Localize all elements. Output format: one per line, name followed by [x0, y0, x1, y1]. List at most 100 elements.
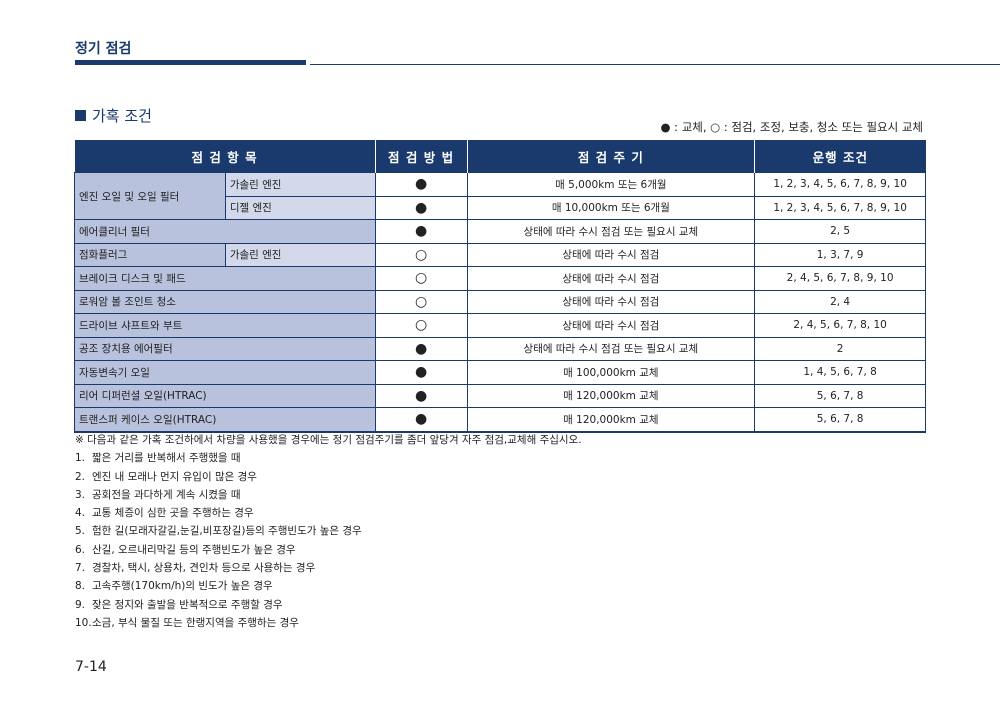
- list-item-number: 4.: [75, 507, 86, 520]
- square-bullet-icon: [75, 110, 86, 121]
- header-interval: 점 검 주 기: [467, 140, 756, 173]
- list-item-number: 6.: [75, 543, 86, 556]
- row-conditions: 2, 4, 5, 6, 7, 8, 10: [754, 313, 926, 338]
- row-sub-item: 디젤 엔진: [224, 195, 376, 220]
- row-method: ●: [374, 219, 468, 244]
- row-interval: 매 5,000km 또는 6개월: [466, 172, 756, 197]
- list-item-text: 산길, 오르내리막길 등의 주행빈도가 높은 경우: [92, 543, 296, 556]
- row-item: 자동변속기 오일: [74, 360, 376, 385]
- row-method: ●: [374, 172, 468, 197]
- table-header-row: 점 검 항 목 점 검 방 법 점 검 주 기 운행 조건: [74, 140, 926, 173]
- row-conditions: 2: [754, 336, 926, 361]
- section-heading: 가혹 조건: [75, 105, 152, 126]
- row-item: 드라이브 샤프트와 부트: [74, 313, 376, 338]
- row-sub-item: 가솔린 엔진: [224, 172, 376, 197]
- list-item-number: 9.: [75, 598, 86, 611]
- row-method: ○: [374, 266, 468, 291]
- table-legend: ● : 교체, ○ : 점검, 조정, 보충, 청소 또는 필요시 교체: [660, 120, 923, 134]
- header-rule-thick: [75, 60, 306, 65]
- list-item-number: 5.: [75, 525, 86, 538]
- row-method: ○: [374, 313, 468, 338]
- row-interval: 상태에 따라 수시 점검: [466, 289, 756, 314]
- row-method: ●: [374, 195, 468, 220]
- list-item-text: 잦은 정지와 출발을 반복적으로 주행할 경우: [92, 598, 283, 611]
- list-item-number: 7.: [75, 562, 86, 575]
- row-interval: 상태에 따라 수시 점검: [466, 242, 756, 267]
- row-method: ●: [374, 360, 468, 385]
- row-conditions: 2, 4, 5, 6, 7, 8, 9, 10: [754, 266, 926, 291]
- row-interval: 매 120,000km 교체: [466, 383, 756, 408]
- table-row: 자동변속기 오일 ● 매 100,000km 교체 1, 4, 5, 6, 7,…: [74, 360, 926, 385]
- list-item: 9. 잦은 정지와 출발을 반복적으로 주행할 경우: [75, 596, 582, 614]
- row-conditions: 1, 3, 7, 9: [754, 242, 926, 267]
- row-interval: 매 120,000km 교체: [466, 407, 756, 433]
- list-item-number: 10.: [75, 616, 92, 629]
- row-conditions: 5, 6, 7, 8: [754, 383, 926, 408]
- row-interval: 상태에 따라 수시 점검: [466, 266, 756, 291]
- row-method: ●: [374, 407, 468, 433]
- list-item-text: 소금, 부식 물질 또는 한랭지역을 주행하는 경우: [92, 616, 299, 629]
- list-item-number: 8.: [75, 580, 86, 593]
- header-rule-thin: [310, 64, 1000, 65]
- list-item: 7. 경찰차, 택시, 상용차, 견인차 등으로 사용하는 경우: [75, 559, 582, 577]
- row-conditions: 1, 2, 3, 4, 5, 6, 7, 8, 9, 10: [754, 172, 926, 197]
- list-item: 4. 교통 체증이 심한 곳을 주행하는 경우: [75, 504, 582, 522]
- list-item-text: 엔진 내 모래나 먼지 유입이 많은 경우: [92, 470, 257, 483]
- table-row: 공조 장치용 에어필터 ● 상태에 따라 수시 점검 또는 필요시 교체 2: [74, 336, 926, 361]
- list-item-text: 험한 길(모래자갈길,눈길,비포장길)등의 주행빈도가 높은 경우: [92, 525, 362, 538]
- notes-section: ※ 다음과 같은 가혹 조건하에서 차량을 사용했을 경우에는 정기 점검주기를…: [75, 431, 582, 632]
- list-item: 1. 짧은 거리를 반복해서 주행했을 때: [75, 449, 582, 467]
- row-item: 리어 디퍼런셜 오일(HTRAC): [74, 383, 376, 408]
- table-row: 드라이브 샤프트와 부트 ○ 상태에 따라 수시 점검 2, 4, 5, 6, …: [74, 313, 926, 338]
- list-item: 2. 엔진 내 모래나 먼지 유입이 많은 경우: [75, 468, 582, 486]
- header-item: 점 검 항 목: [74, 140, 376, 173]
- list-item: 6. 산길, 오르내리막길 등의 주행빈도가 높은 경우: [75, 541, 582, 559]
- row-method: ○: [374, 242, 468, 267]
- row-item: 로워암 볼 조인트 청소: [74, 289, 376, 314]
- row-interval: 상태에 따라 수시 점검 또는 필요시 교체: [466, 336, 756, 361]
- list-item-number: 2.: [75, 470, 86, 483]
- list-item-number: 1.: [75, 452, 86, 465]
- list-item-number: 3.: [75, 488, 86, 501]
- list-item: 3. 공회전을 과다하게 계속 시켰을 때: [75, 486, 582, 504]
- row-conditions: 1, 4, 5, 6, 7, 8: [754, 360, 926, 385]
- row-interval: 매 10,000km 또는 6개월: [466, 195, 756, 220]
- table-row: 점화플러그 가솔린 엔진 ○ 상태에 따라 수시 점검 1, 3, 7, 9: [74, 242, 926, 267]
- section-title: 가혹 조건: [92, 107, 152, 125]
- header-conditions: 운행 조건: [754, 140, 926, 173]
- row-interval: 매 100,000km 교체: [466, 360, 756, 385]
- list-item: 8. 고속주행(170km/h)의 빈도가 높은 경우: [75, 577, 582, 595]
- table-row: 브레이크 디스크 및 패드 ○ 상태에 따라 수시 점검 2, 4, 5, 6,…: [74, 266, 926, 291]
- table-row: 로워암 볼 조인트 청소 ○ 상태에 따라 수시 점검 2, 4: [74, 289, 926, 314]
- table-row: 디젤 엔진 ● 매 10,000km 또는 6개월 1, 2, 3, 4, 5,…: [75, 195, 926, 220]
- table-row: 트랜스퍼 케이스 오일(HTRAC) ● 매 120,000km 교체 5, 6…: [74, 407, 926, 433]
- row-interval: 상태에 따라 수시 점검 또는 필요시 교체: [466, 219, 756, 244]
- row-item: 엔진 오일 및 오일 필터: [74, 172, 226, 220]
- row-sub-item: 가솔린 엔진: [224, 242, 376, 267]
- condition-list: 1. 짧은 거리를 반복해서 주행했을 때 2. 엔진 내 모래나 먼지 유입이 많…: [75, 449, 582, 632]
- list-item: 5. 험한 길(모래자갈길,눈길,비포장길)등의 주행빈도가 높은 경우: [75, 522, 582, 540]
- list-item-text: 고속주행(170km/h)의 빈도가 높은 경우: [92, 580, 273, 593]
- row-method: ○: [374, 289, 468, 314]
- row-item: 에어클리너 필터: [74, 219, 376, 244]
- notes-intro: ※ 다음과 같은 가혹 조건하에서 차량을 사용했을 경우에는 정기 점검주기를…: [75, 434, 582, 446]
- table-row: 엔진 오일 및 오일 필터 가솔린 엔진 ● 매 5,000km 또는 6개월 …: [74, 172, 926, 220]
- page-header-title: 정기 점검: [75, 41, 132, 57]
- row-item: 트랜스퍼 케이스 오일(HTRAC): [74, 407, 376, 433]
- row-item: 점화플러그: [74, 242, 226, 267]
- header-method: 점 검 방 법: [375, 140, 468, 173]
- list-item-text: 교통 체증이 심한 곳을 주행하는 경우: [92, 507, 254, 520]
- maintenance-table: 점 검 항 목 점 검 방 법 점 검 주 기 운행 조건 엔진 오일 및 오일…: [74, 140, 926, 433]
- row-interval: 상태에 따라 수시 점검: [466, 313, 756, 338]
- row-conditions: 2, 4: [754, 289, 926, 314]
- row-conditions: 2, 5: [754, 219, 926, 244]
- row-method: ●: [374, 336, 468, 361]
- list-item-text: 짧은 거리를 반복해서 주행했을 때: [92, 452, 241, 465]
- list-item-text: 공회전을 과다하게 계속 시켰을 때: [92, 488, 241, 501]
- row-conditions: 5, 6, 7, 8: [754, 407, 926, 433]
- row-method: ●: [374, 383, 468, 408]
- table-row: 에어클리너 필터 ● 상태에 따라 수시 점검 또는 필요시 교체 2, 5: [74, 219, 926, 244]
- row-item: 공조 장치용 에어필터: [74, 336, 376, 361]
- table-row: 리어 디퍼런셜 오일(HTRAC) ● 매 120,000km 교체 5, 6,…: [74, 383, 926, 408]
- row-item: 브레이크 디스크 및 패드: [74, 266, 376, 291]
